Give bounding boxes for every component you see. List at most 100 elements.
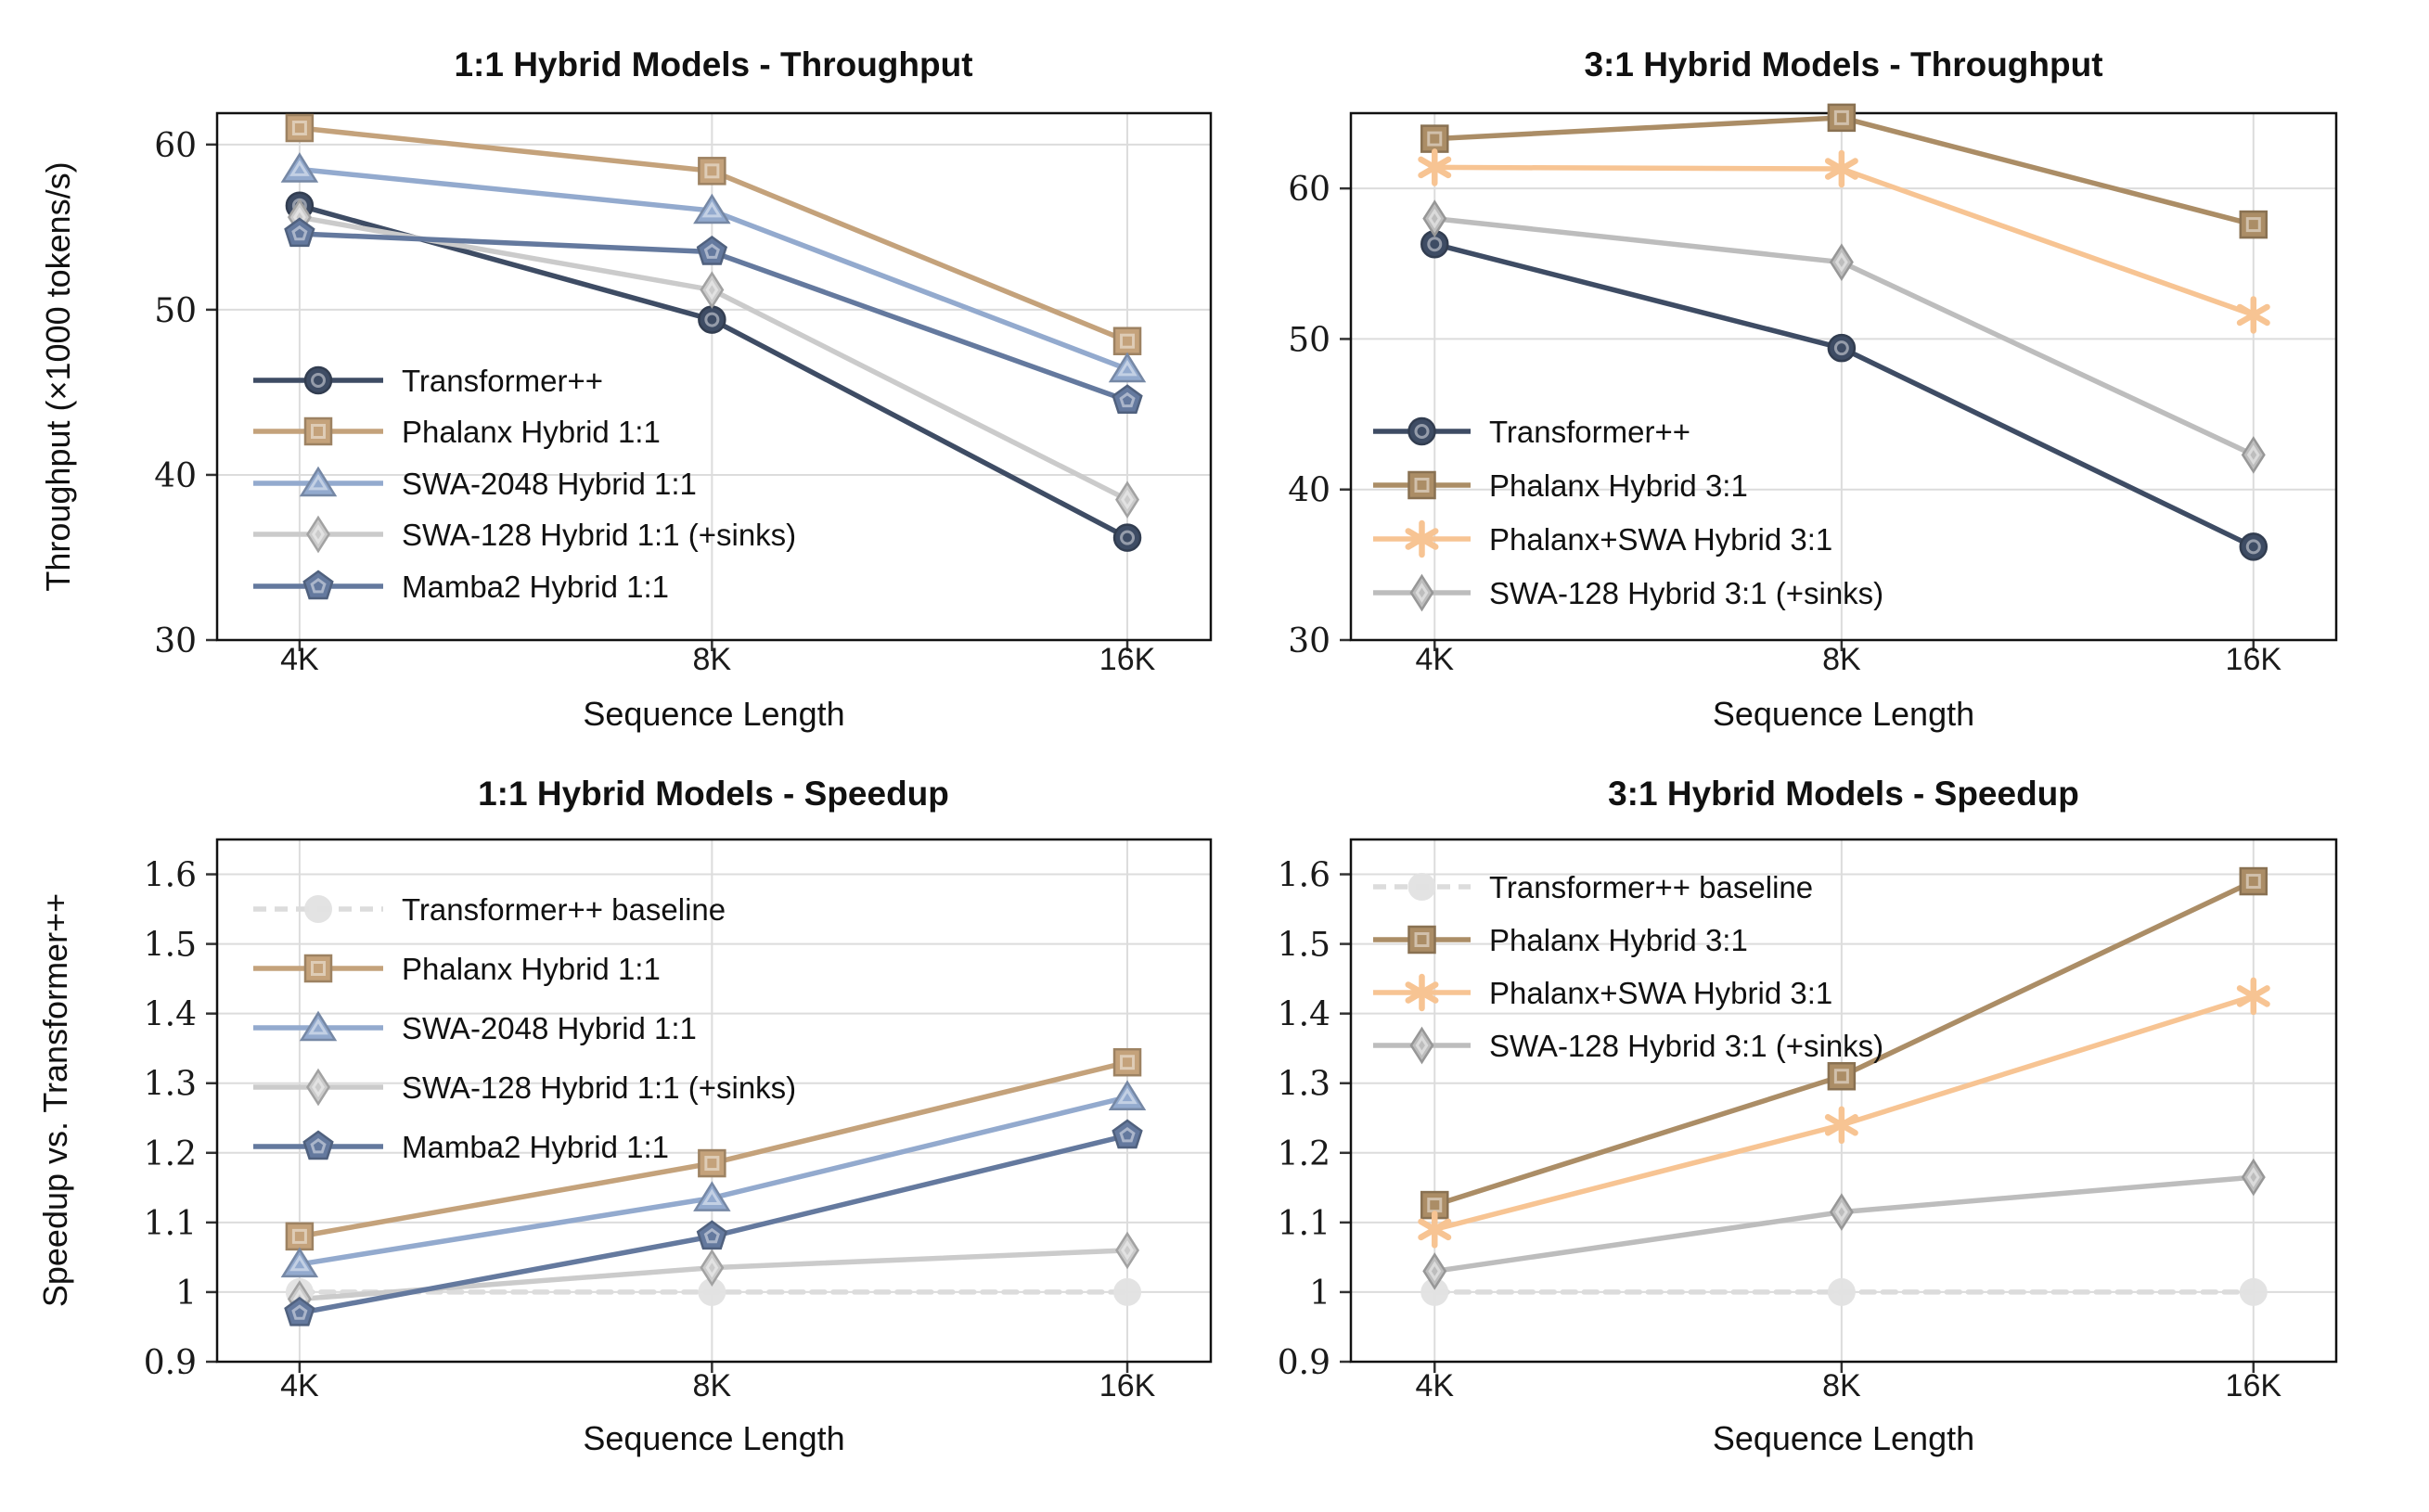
y-tick-label: 1.5 [1278, 927, 1330, 965]
legend-label: Mamba2 Hybrid 1:1 [402, 1130, 669, 1164]
x-axis-label: Sequence Length [1713, 695, 1974, 733]
baseline-marker [1827, 1277, 1856, 1306]
legend-label: Transformer++ baseline [1489, 870, 1813, 904]
diamond-marker-inner [1121, 1240, 1134, 1261]
series-markers [1420, 103, 2268, 239]
star-marker [2236, 985, 2270, 1007]
x-tick-label: 16K [2226, 1368, 2282, 1403]
y-tick-label: 1.2 [144, 1135, 197, 1173]
plot-border [215, 111, 1213, 642]
series-markers [284, 217, 1143, 415]
triangle-marker [693, 193, 731, 224]
diamond-marker-inner [312, 1077, 325, 1097]
legend: Transformer++ baseline Phalanx Hybrid 1:1… [253, 892, 796, 1164]
triangle-marker-inner [1117, 359, 1137, 377]
diamond-marker [1115, 481, 1140, 519]
series-markers [280, 1080, 1147, 1278]
legend-label: SWA-128 Hybrid 3:1 (+sinks) [1489, 576, 1883, 610]
triangle-marker-inner [701, 201, 723, 218]
star-marker [1418, 156, 1452, 179]
pentagon-marker [302, 570, 334, 600]
diamond-marker [306, 515, 330, 554]
star-marker [2236, 303, 2270, 327]
series-markers [1418, 148, 2270, 334]
legend-label: Phalanx+SWA Hybrid 3:1 [1489, 522, 1832, 557]
square-marker [698, 1148, 726, 1178]
series-markers [285, 1047, 1142, 1251]
y-tick-label: 1.1 [1278, 1205, 1330, 1243]
legend: Transformer++ Phalanx Hybrid 3:1 Phalanx+S… [1373, 415, 1883, 612]
square-marker [303, 416, 333, 446]
y-tick-label: 1.1 [144, 1205, 197, 1243]
diamond-marker-inner [1415, 583, 1429, 603]
square-marker-inner [1120, 1055, 1136, 1070]
y-tick-label: 0.9 [144, 1344, 197, 1382]
chart-title: 1:1 Hybrid Models - Throughput [454, 45, 972, 83]
diamond-marker [306, 1068, 330, 1107]
diamond-marker [1829, 243, 1854, 281]
y-tick-label: 1.2 [1278, 1135, 1330, 1173]
square-marker [698, 157, 726, 186]
legend-label: Transformer++ [402, 364, 603, 398]
chart-title: 3:1 Hybrid Models - Throughput [1584, 45, 2102, 83]
square-marker [1407, 470, 1436, 500]
square-marker-inner [1427, 131, 1443, 147]
y-axis-label: Throughput (×1000 tokens/s) [39, 161, 77, 591]
square-marker-inner [1833, 109, 1849, 125]
x-axis-label: Sequence Length [1713, 1419, 1974, 1457]
diamond-marker-inner [1415, 1035, 1429, 1056]
diamond-marker [1829, 1193, 1854, 1231]
circle-marker [1407, 416, 1436, 446]
star-marker [1418, 1218, 1452, 1241]
square-marker [2239, 210, 2268, 239]
square-marker [1827, 103, 1857, 133]
pentagon-marker [284, 1296, 315, 1326]
diamond-marker-inner [312, 524, 325, 545]
chart-title: 3:1 Hybrid Models - Speedup [1608, 775, 2079, 813]
legend: Transformer++ baseline Phalanx Hybrid 3:1… [1373, 870, 1883, 1065]
square-marker [2239, 866, 2268, 896]
pentagon-marker [284, 217, 315, 248]
diamond-marker-inner [1428, 1261, 1442, 1282]
pentagon-marker [1112, 384, 1143, 415]
baseline-marker [1407, 873, 1436, 901]
x-axis-label: Sequence Length [583, 1419, 844, 1457]
square-marker-inner [2245, 217, 2261, 233]
plot-border [1349, 111, 2338, 642]
y-tick-label: 50 [154, 292, 197, 330]
pentagon-marker-inner [703, 243, 720, 259]
y-tick-label: 1 [175, 1275, 197, 1313]
triangle-marker-inner [289, 160, 310, 176]
circle-marker [1112, 523, 1142, 552]
diamond-marker [1409, 573, 1434, 612]
pentagon-marker [302, 1130, 334, 1160]
triangle-marker [1108, 352, 1147, 383]
y-tick-label: 0.9 [1278, 1344, 1330, 1382]
y-tick-label: 30 [1288, 622, 1330, 660]
star-marker [1824, 1114, 1858, 1136]
baseline-marker [2239, 1277, 2268, 1306]
legend-label: Transformer++ [1489, 415, 1690, 449]
x-tick-label: 4K [280, 642, 319, 677]
square-marker-inner [311, 961, 326, 976]
triangle-marker-inner [308, 1018, 328, 1035]
square-marker [303, 954, 333, 983]
series-markers [1420, 1277, 2268, 1306]
square-marker-inner [291, 1228, 307, 1244]
diamond-marker [2241, 1158, 2266, 1197]
y-tick-label: 1.4 [144, 996, 197, 1034]
legend-label: Phalanx Hybrid 1:1 [402, 952, 661, 986]
square-marker-inner [291, 121, 307, 136]
square-marker [1827, 1061, 1857, 1091]
y-tick-label: 60 [1288, 171, 1330, 209]
y-tick-label: 40 [154, 457, 197, 495]
circle-marker [303, 365, 333, 395]
diamond-marker-inner [705, 1257, 719, 1278]
square-marker-inner [1414, 478, 1430, 493]
star-marker [1824, 158, 1858, 180]
triangle-marker [299, 1010, 338, 1042]
legend-label: Phalanx+SWA Hybrid 3:1 [1489, 976, 1832, 1010]
chart-speedup-1to1: 0.9 1 1.1 1.2 1.3 1.4 1.5 1.6 4K 8K 16K 1:1 Hybrid … [36, 775, 1213, 1457]
series-markers [1418, 977, 2270, 1249]
diamond-marker [1422, 199, 1447, 237]
